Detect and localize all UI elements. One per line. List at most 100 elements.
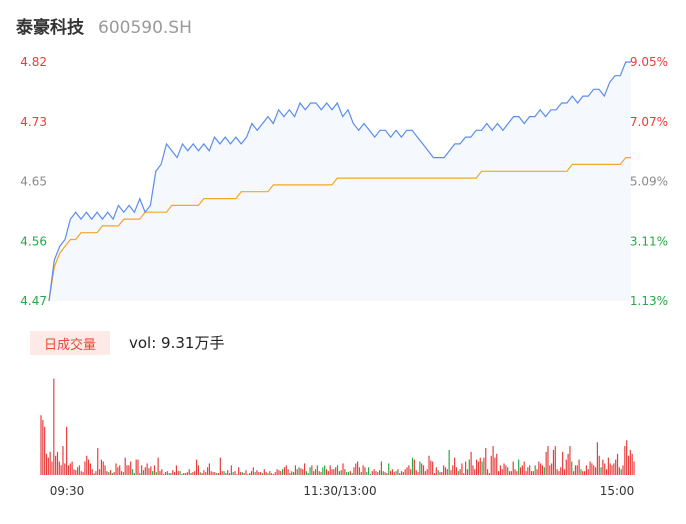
volume-bar — [298, 467, 300, 475]
volume-bar — [596, 442, 598, 475]
volume-bar — [64, 463, 66, 475]
volume-bar — [421, 463, 423, 475]
volume-bar — [49, 451, 51, 475]
price-tick-label: 4.82 — [20, 55, 47, 69]
volume-bar — [435, 467, 437, 475]
volume-bar — [518, 459, 520, 475]
volume-bar — [78, 465, 81, 475]
volume-bar — [346, 472, 348, 475]
volume-bar — [466, 469, 469, 475]
volume-bar — [287, 469, 289, 475]
price-panel — [48, 61, 631, 302]
volume-bar — [335, 467, 337, 475]
volume-bar — [611, 465, 613, 475]
volume-bar — [307, 473, 309, 475]
volume-bar — [87, 459, 90, 475]
volume-bar — [485, 448, 487, 475]
volume-bar — [208, 463, 210, 475]
percent-tick-label: 3.11% — [630, 234, 668, 248]
volume-bar — [472, 465, 474, 475]
volume-bar — [258, 472, 260, 475]
volume-bar — [161, 469, 163, 475]
volume-bar — [444, 467, 447, 475]
volume-bar — [415, 470, 417, 475]
volume-bar — [131, 469, 134, 475]
time-tick-label: 09:30 — [50, 484, 85, 498]
volume-bar — [221, 471, 223, 475]
volume-bar — [331, 469, 333, 475]
volume-bar — [267, 473, 269, 475]
volume-bar — [274, 472, 276, 475]
volume-bar — [139, 473, 141, 475]
volume-bar — [186, 472, 189, 475]
volume-bar — [62, 446, 64, 475]
volume-bar — [441, 472, 443, 475]
volume-bar — [406, 467, 408, 475]
volume-bar — [413, 459, 415, 475]
volume-bar — [591, 463, 593, 475]
volume-bar — [177, 471, 179, 475]
volume-bar — [291, 471, 293, 475]
volume-bar — [362, 465, 364, 475]
volume-bar — [545, 451, 547, 475]
volume-bar — [238, 467, 240, 475]
volume-bar — [214, 472, 216, 475]
volume-bar — [60, 465, 62, 475]
volume-bar — [146, 463, 148, 475]
volume-bar — [190, 473, 192, 475]
volume-bar — [67, 465, 70, 475]
volume-bar — [536, 469, 538, 475]
volume-bar — [97, 448, 99, 475]
volume-bar — [272, 474, 275, 475]
volume-bar — [452, 465, 454, 475]
volume-bar — [523, 461, 525, 475]
volume-bar — [170, 473, 172, 475]
volume-bar — [314, 469, 317, 475]
volume-bar — [366, 472, 368, 475]
volume-bar — [329, 465, 331, 475]
volume-bar — [44, 426, 46, 475]
volume-bar — [481, 461, 483, 475]
volume-bar — [305, 471, 307, 475]
volume-bar — [179, 471, 181, 475]
volume-bar — [245, 470, 247, 475]
volume-bar — [302, 469, 304, 475]
volume-bar — [159, 471, 161, 475]
volume-bar — [163, 474, 165, 475]
volume-bar — [141, 465, 143, 475]
percent-tick-label: 9.05% — [630, 55, 668, 69]
volume-bar — [241, 472, 243, 475]
volume-bar — [578, 459, 580, 475]
volume-bar — [155, 472, 157, 475]
volume-bar — [540, 463, 542, 475]
volume-bar — [117, 467, 119, 475]
volume-tag[interactable]: 日成交量 — [30, 331, 110, 355]
volume-bar — [527, 467, 529, 475]
volume-bar — [278, 470, 280, 475]
volume-bar — [393, 472, 395, 475]
volume-bar — [172, 470, 174, 475]
volume-bar — [508, 471, 511, 475]
volume-bar — [234, 471, 236, 475]
volume-bar — [503, 463, 505, 475]
volume-bar — [247, 474, 249, 475]
volume-bar — [69, 463, 71, 475]
volume-bar — [126, 465, 128, 475]
percent-tick-label: 1.13% — [630, 294, 668, 308]
volume-bar — [443, 465, 445, 475]
volume-bar — [249, 473, 251, 475]
volume-bar — [631, 453, 633, 475]
volume-bar — [541, 465, 544, 475]
volume-bar — [157, 457, 159, 475]
volume-bar — [73, 469, 75, 475]
volume-bar — [261, 473, 264, 475]
volume-bar — [455, 467, 458, 475]
price-tick-label: 4.56 — [20, 234, 47, 248]
volume-bar — [263, 469, 265, 475]
volume-bar — [499, 465, 501, 475]
volume-bar — [490, 455, 492, 475]
volume-bar — [380, 461, 383, 475]
volume-bar — [265, 472, 267, 475]
volume-bar — [426, 469, 428, 475]
